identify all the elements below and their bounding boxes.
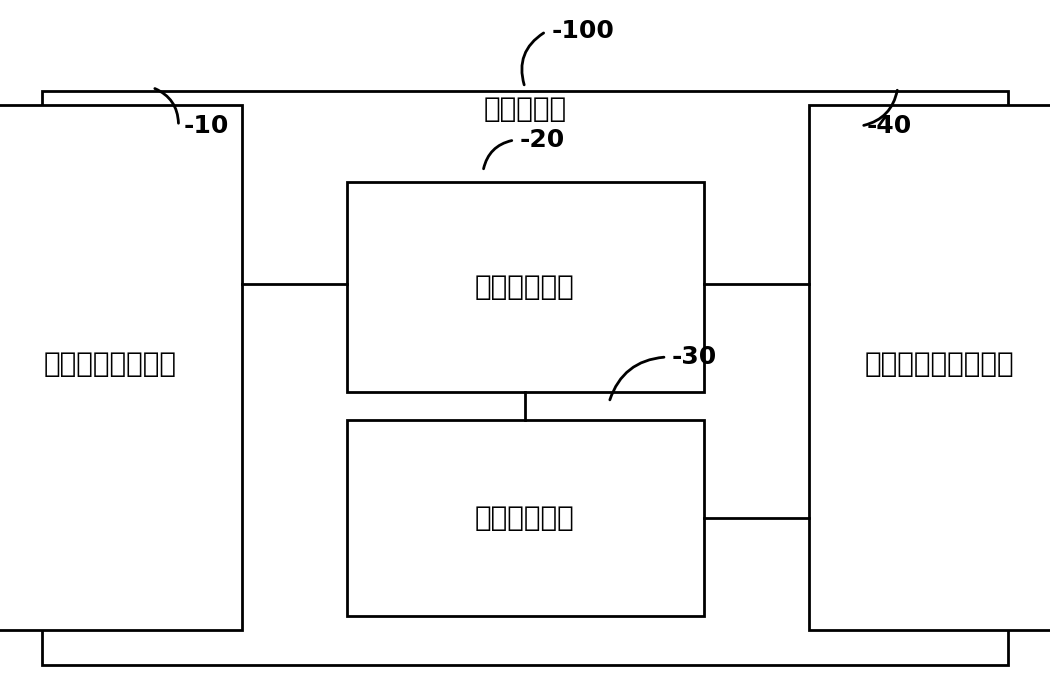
Text: -20: -20: [520, 128, 565, 152]
Text: 高功率脉冲激光系统: 高功率脉冲激光系统: [865, 350, 1014, 378]
Text: -30: -30: [672, 345, 717, 369]
Text: 光纤激光器: 光纤激光器: [483, 94, 567, 122]
Bar: [346, 182, 704, 392]
Text: 种子脉冲激光系统: 种子脉冲激光系统: [44, 350, 176, 378]
Bar: [808, 105, 1050, 630]
Text: 频率检测模块: 频率检测模块: [475, 273, 575, 301]
Text: -40: -40: [866, 114, 911, 138]
Bar: [42, 91, 1008, 665]
Bar: [0, 105, 242, 630]
Text: -10: -10: [184, 114, 229, 138]
Text: 脉宽调节模块: 脉宽调节模块: [475, 504, 575, 532]
Bar: [346, 420, 704, 616]
Text: -100: -100: [551, 20, 614, 43]
